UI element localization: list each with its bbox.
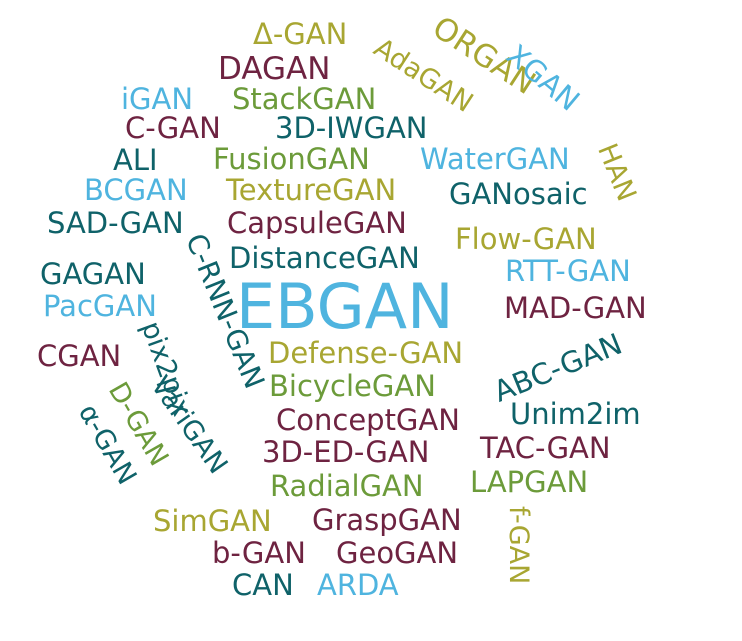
word-3d-ed-gan: 3D-ED-GAN xyxy=(262,435,430,469)
word-stackgan: StackGAN xyxy=(232,82,377,116)
word-simgan: SimGAN xyxy=(153,504,272,538)
word-tac-gan: TAC-GAN xyxy=(480,431,611,465)
word-distancegan: DistanceGAN xyxy=(229,241,420,275)
word-capsulegan: CapsuleGAN xyxy=(227,206,407,240)
word-texturegan: TextureGAN xyxy=(226,173,397,207)
word-bcgan: BCGAN xyxy=(84,173,188,207)
word-delta-gan: Δ-GAN xyxy=(253,17,348,51)
word-fusiongan: FusionGAN xyxy=(213,142,370,176)
word-b-gan: b-GAN xyxy=(212,536,306,570)
word-pacgan: PacGAN xyxy=(43,289,157,323)
word-cgan: CGAN xyxy=(37,339,122,373)
word-dagan: DAGAN xyxy=(218,51,331,87)
word-arda: ARDA xyxy=(317,568,399,602)
word-lapgan: LAPGAN xyxy=(470,465,589,499)
word-ebgan: EBGAN xyxy=(236,270,454,343)
word-han: HAN xyxy=(591,139,642,206)
word-gagan: GAGAN xyxy=(40,257,146,291)
word-3d-iwgan: 3D-IWGAN xyxy=(275,111,428,145)
word-geogan: GeoGAN xyxy=(336,536,459,570)
word-can: CAN xyxy=(232,568,294,602)
word-rtt-gan: RTT-GAN xyxy=(505,254,631,288)
word-radialgan: RadialGAN xyxy=(270,469,424,503)
word-watergan: WaterGAN xyxy=(420,142,570,176)
word-mad-gan: MAD-GAN xyxy=(504,291,647,325)
word-graspgan: GraspGAN xyxy=(312,503,462,537)
word-ali: ALI xyxy=(113,143,158,177)
word-bicyclegan: BicycleGAN xyxy=(269,369,436,403)
word-f-gan: f-GAN xyxy=(503,506,534,585)
word-defense-gan: Defense-GAN xyxy=(268,336,464,370)
word-sad-gan: SAD-GAN xyxy=(47,206,184,240)
word-conceptgan: ConceptGAN xyxy=(276,403,460,437)
word-ganosaic: GANosaic xyxy=(449,177,588,211)
word-abc-gan: ABC-GAN xyxy=(488,326,627,409)
word-unim2im: Unim2im xyxy=(510,397,641,431)
word-flow-gan: Flow-GAN xyxy=(455,222,597,256)
word-igan: iGAN xyxy=(121,82,194,116)
word-c-gan: C-GAN xyxy=(125,111,221,145)
